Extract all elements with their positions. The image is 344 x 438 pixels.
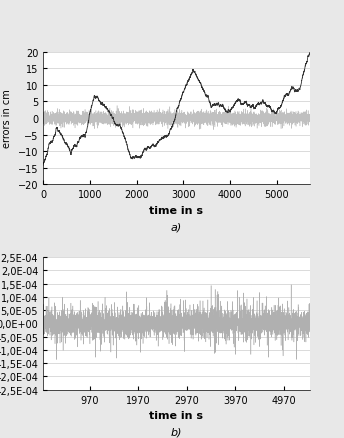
Y-axis label: errors in cm: errors in cm xyxy=(2,89,12,148)
X-axis label: time in s: time in s xyxy=(149,410,203,420)
Text: a): a) xyxy=(171,222,182,232)
X-axis label: time in s: time in s xyxy=(149,205,203,215)
Text: b): b) xyxy=(171,427,182,437)
